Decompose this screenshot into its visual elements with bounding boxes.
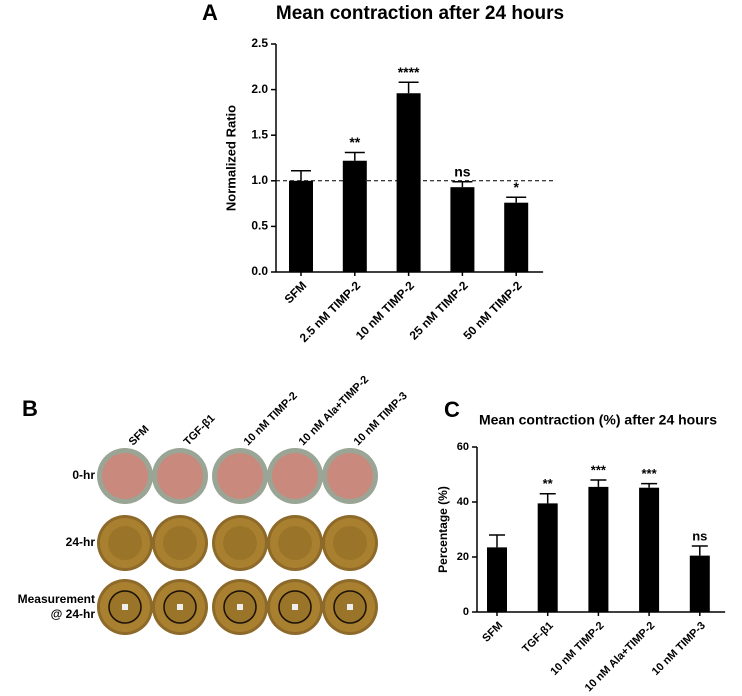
significance-label: * bbox=[513, 179, 519, 195]
panel-letter: C bbox=[444, 397, 460, 422]
bar bbox=[689, 555, 710, 612]
significance-label: **** bbox=[398, 64, 420, 80]
bar bbox=[537, 503, 558, 612]
gel bbox=[108, 526, 142, 560]
gel bbox=[223, 526, 257, 560]
well-gel bbox=[327, 453, 373, 499]
measure-outline bbox=[223, 590, 257, 624]
row-label: 24-hr bbox=[66, 535, 96, 549]
x-tick-label: TGF-β1 bbox=[520, 620, 556, 656]
chart-title: Mean contraction after 24 hours bbox=[276, 3, 564, 24]
significance-label: ns bbox=[692, 528, 707, 543]
scale-mark bbox=[122, 604, 128, 610]
significance-label: *** bbox=[591, 462, 607, 477]
y-tick-label: 20 bbox=[457, 551, 469, 563]
y-tick-label: 2.5 bbox=[251, 36, 268, 50]
measure-outline bbox=[333, 590, 367, 624]
gel bbox=[163, 526, 197, 560]
scale-mark bbox=[237, 604, 243, 610]
bar bbox=[450, 187, 475, 272]
column-label: SFM bbox=[127, 423, 152, 448]
y-tick-label: 0.0 bbox=[251, 264, 268, 278]
y-tick-label: 40 bbox=[457, 496, 469, 508]
column-label: 10 nM TIMP-3 bbox=[352, 390, 410, 448]
bar bbox=[487, 547, 507, 612]
y-tick-label: 0.5 bbox=[251, 219, 268, 233]
y-tick-label: 0 bbox=[463, 606, 469, 618]
significance-label: ** bbox=[543, 476, 554, 491]
row-label: @ 24-hr bbox=[51, 607, 96, 621]
significance-label: ** bbox=[349, 134, 360, 150]
row-label: 0-hr bbox=[72, 468, 95, 482]
x-tick-label: 10 nM TIMP-2 bbox=[548, 620, 606, 678]
scale-mark bbox=[177, 604, 183, 610]
bar bbox=[639, 487, 660, 612]
y-tick-label: 60 bbox=[457, 441, 469, 453]
well-gel bbox=[217, 453, 263, 499]
bar bbox=[504, 202, 529, 272]
x-tick-label: SFM bbox=[282, 278, 310, 306]
measure-outline bbox=[108, 590, 142, 624]
x-tick-label: 10 nM TIMP-3 bbox=[650, 620, 708, 678]
x-tick-label: SFM bbox=[480, 620, 505, 645]
significance-label: ns bbox=[454, 163, 471, 179]
row-label: Measurement bbox=[18, 592, 95, 606]
chart-title: Mean contraction (%) after 24 hours bbox=[479, 412, 717, 428]
panel-letter: A bbox=[202, 0, 218, 25]
bar bbox=[289, 180, 313, 272]
well-gel bbox=[157, 453, 203, 499]
y-axis-label: Normalized Ratio bbox=[223, 105, 238, 211]
y-tick-label: 2.0 bbox=[251, 82, 268, 96]
scale-mark bbox=[347, 604, 353, 610]
column-label: TGF-β1 bbox=[182, 412, 218, 448]
well-gel bbox=[102, 453, 148, 499]
gel bbox=[333, 526, 367, 560]
measure-outline bbox=[163, 590, 197, 624]
significance-label: *** bbox=[642, 466, 658, 481]
bar bbox=[396, 93, 421, 272]
well-gel bbox=[272, 453, 318, 499]
bar bbox=[588, 486, 609, 612]
scale-mark bbox=[292, 604, 298, 610]
y-tick-label: 1.0 bbox=[251, 173, 268, 187]
column-label: 10 nM TIMP-2 bbox=[242, 390, 300, 448]
panel-letter: B bbox=[22, 396, 38, 421]
bar bbox=[342, 160, 367, 272]
y-tick-label: 1.5 bbox=[251, 127, 268, 141]
gel bbox=[278, 526, 312, 560]
measure-outline bbox=[278, 590, 312, 624]
y-axis-label: Percentage (%) bbox=[436, 486, 450, 573]
